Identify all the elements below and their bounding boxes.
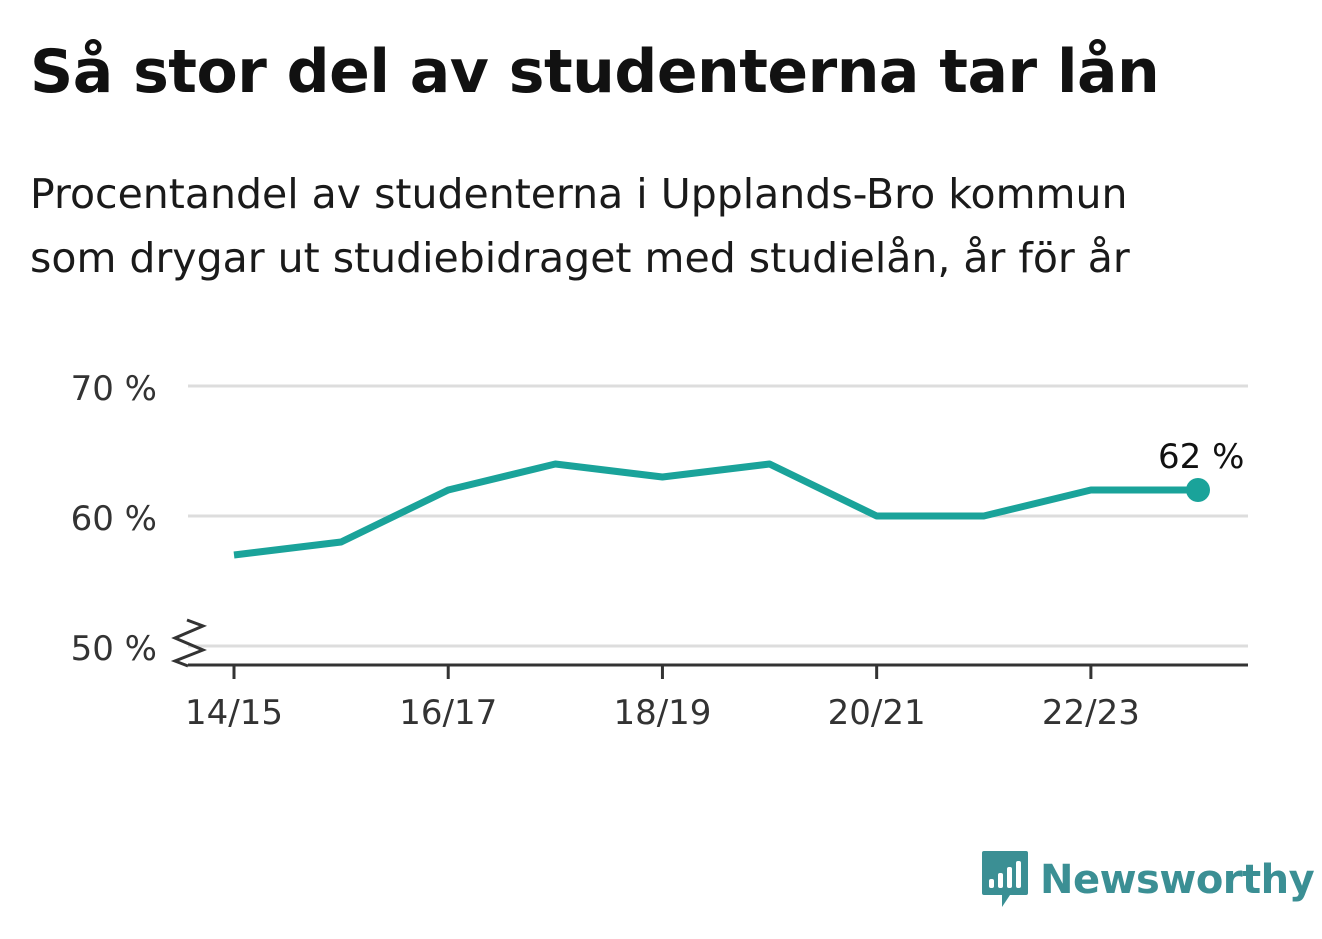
y-tick-label: 60 % (71, 499, 157, 539)
chart-title: Så stor del av studenterna tar lån (30, 37, 1160, 107)
y-tick-label: 70 % (71, 369, 157, 409)
newsworthy-logo-icon (982, 851, 1028, 907)
y-axis-tick-labels: 50 % 60 % 70 % (71, 369, 208, 669)
x-axis (188, 663, 1248, 679)
x-axis-tick-labels: 14/15 16/17 18/19 20/21 22/23 (185, 693, 1140, 733)
x-tick-label: 20/21 (828, 693, 926, 733)
y-tick-label: 50 % (71, 629, 157, 669)
newsworthy-logo: Newsworthy (980, 848, 1315, 912)
chart-subtitle-line-1: Procentandel av studenterna i Upplands-B… (30, 170, 1128, 218)
x-tick-label: 16/17 (399, 693, 497, 733)
data-labels: 62 % (1158, 437, 1244, 477)
grid-lines (188, 384, 1248, 648)
last-value-marker (1186, 478, 1210, 502)
chart-subtitle-line-2: som drygar ut studiebidraget med studiel… (30, 234, 1130, 282)
series-line (233, 460, 1198, 559)
y-axis-break-icon (170, 618, 208, 668)
x-tick-label: 14/15 (185, 693, 283, 733)
brand-name: Newsworthy (1040, 857, 1315, 903)
data-series (233, 460, 1210, 559)
chart-subtitle: Procentandel av studenterna i Upplands-B… (30, 162, 1270, 290)
x-tick-label: 22/23 (1042, 693, 1140, 733)
x-tick-label: 18/19 (613, 693, 711, 733)
last-value-label: 62 % (1158, 437, 1244, 477)
